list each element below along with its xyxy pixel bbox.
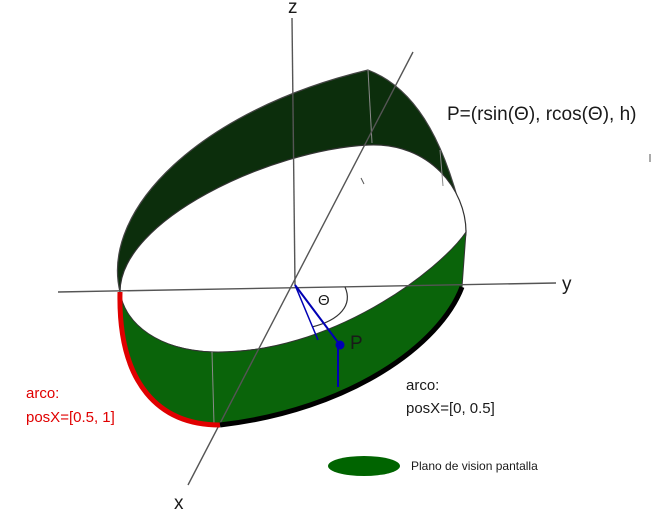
arc-right-label-line2: posX=[0, 0.5] xyxy=(406,400,495,417)
projection-line xyxy=(294,284,319,341)
arc-left-label-line2: posX=[0.5, 1] xyxy=(26,409,115,426)
seam-line xyxy=(439,149,444,187)
theta-label: Θ xyxy=(318,292,330,309)
z-axis-label: z xyxy=(288,0,298,18)
legend-label: Plano de vision pantalla xyxy=(411,459,538,473)
tick-mark xyxy=(360,177,365,185)
radius-line xyxy=(294,284,341,346)
x-axis-label: x xyxy=(174,493,184,514)
seam-line xyxy=(211,351,215,425)
theta-angle-arc xyxy=(311,286,348,328)
point-p-marker xyxy=(335,340,345,350)
arc-left-red xyxy=(117,291,221,428)
y-axis xyxy=(57,282,557,293)
y-axis-label: y xyxy=(562,274,572,295)
formula-label: P=(rsin(Θ), rcos(Θ), h) xyxy=(447,104,636,125)
arc-right-black xyxy=(219,286,465,428)
x-axis xyxy=(187,51,414,486)
legend-swatch xyxy=(328,456,400,476)
z-axis xyxy=(291,17,296,286)
arc-right-label-line1: arco: xyxy=(406,377,439,394)
point-p-label: P xyxy=(350,333,363,354)
arc-left-label-line1: arco: xyxy=(26,385,59,402)
